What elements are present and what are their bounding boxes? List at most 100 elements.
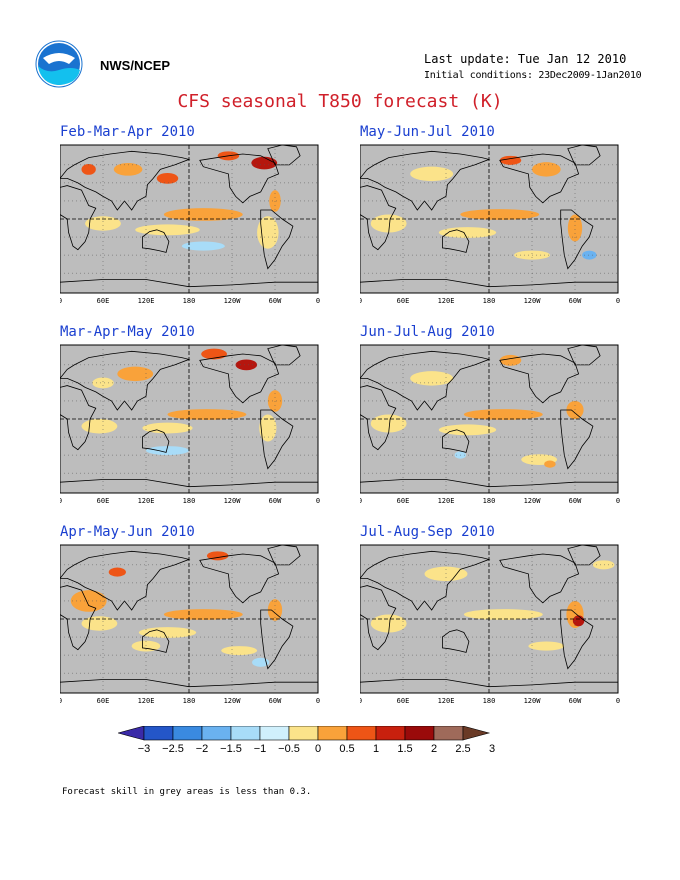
anomaly-map: 80N60N40N20NEQ20S40S60S80S060E120E180120… (360, 144, 620, 305)
lon-tick-label: 0 (616, 697, 620, 705)
lon-tick-label: 60W (569, 497, 582, 505)
anomaly-region (514, 250, 550, 260)
lon-tick-label: 120E (438, 497, 455, 505)
coastline (442, 229, 470, 253)
coastline (199, 353, 280, 404)
coastline (260, 409, 294, 470)
anomaly-region (85, 216, 121, 231)
legend-swatch (201, 725, 232, 741)
anomaly-region (259, 414, 277, 442)
lon-tick-label: 120W (524, 497, 542, 505)
last-update: Last update: Tue Jan 12 2010 (424, 52, 627, 66)
lon-tick-label: 0 (60, 497, 62, 505)
coastline (267, 344, 301, 366)
lon-tick-label: 60W (569, 697, 582, 705)
anomaly-region (81, 616, 118, 631)
lon-tick-label: 120E (438, 297, 455, 305)
legend-swatch (288, 725, 319, 741)
coastline (499, 553, 580, 604)
panel-title: May-Jun-Jul 2010 (360, 124, 495, 140)
legend-swatch (230, 725, 261, 741)
lon-tick-label: 60E (397, 697, 410, 705)
coastline (199, 553, 280, 604)
lon-tick-label: 180 (183, 497, 196, 505)
legend-label: 2 (431, 743, 437, 755)
lon-tick-label: 120W (224, 697, 242, 705)
legend-arrow-high (462, 725, 491, 741)
panel-title: Mar-Apr-May 2010 (60, 324, 195, 340)
lon-tick-label: 120E (138, 497, 155, 505)
coastline (142, 629, 170, 653)
panel-title: Jun-Jul-Aug 2010 (360, 324, 495, 340)
lon-tick-label: 0 (316, 297, 320, 305)
anomaly-region (108, 567, 126, 577)
coastline (360, 150, 491, 211)
coastline (442, 429, 470, 453)
coastline (260, 609, 294, 670)
coastline (499, 353, 580, 404)
lon-tick-label: 0 (616, 497, 620, 505)
lon-tick-label: 60W (269, 297, 282, 305)
lon-tick-label: 120E (138, 297, 155, 305)
anomaly-region (592, 560, 615, 570)
lon-tick-label: 60W (569, 297, 582, 305)
legend-swatch (433, 725, 464, 741)
anomaly-map: 80N60N40N20NEQ20S40S60S80S060E120E180120… (360, 344, 620, 505)
lon-tick-label: 0 (60, 297, 62, 305)
color-legend: −3 −2.5 −2 −1.5 −1 −0.5 0 0.5 1 1.5 2 2.5 3 (116, 725, 568, 764)
lon-tick-label: 120E (438, 697, 455, 705)
anomaly-region (156, 172, 179, 184)
anomaly-region (532, 162, 561, 177)
lon-tick-label: 180 (183, 697, 196, 705)
lon-tick-label: 0 (360, 697, 362, 705)
lon-tick-label: 0 (316, 497, 320, 505)
coastline (360, 385, 397, 451)
anomaly-region (460, 209, 540, 220)
legend-label: −1 (254, 743, 267, 755)
lon-tick-label: 0 (360, 297, 362, 305)
coastline (360, 585, 397, 651)
forecast-panel: Feb-Mar-Apr 201080N60N40N20NEQ20S40S60S8… (60, 124, 360, 314)
anomaly-region (269, 190, 281, 212)
legend-label: 1.5 (397, 743, 412, 755)
lon-tick-label: 120W (524, 297, 542, 305)
initial-conditions: Initial conditions: 23Dec2009-1Jan2010 (424, 70, 642, 81)
lon-tick-label: 60W (269, 497, 282, 505)
coastline (199, 153, 280, 204)
legend-arrow-low (116, 725, 145, 741)
legend-label: −2.5 (162, 743, 184, 755)
coastline (567, 144, 601, 166)
anomaly-region (267, 390, 283, 412)
anomaly-map: 80N60N40N20NEQ20S40S60S80S060E120E180120… (60, 344, 320, 505)
forecast-panel: Jun-Jul-Aug 2010 80N60N40N20NEQ20S40S60S8… (360, 324, 660, 514)
anomaly-region (167, 409, 247, 420)
lon-tick-label: 180 (183, 297, 196, 305)
anomaly-region (410, 371, 454, 386)
anomaly-region (438, 227, 497, 238)
coastline (560, 409, 594, 470)
footnote: Forecast skill in grey areas is less tha… (62, 787, 312, 797)
lon-tick-label: 0 (60, 697, 62, 705)
anomaly-map: 80N60N40N20NEQ20S40S60S80S060E120E180120… (60, 144, 320, 305)
anomaly-region (438, 424, 497, 436)
anomaly-region (181, 241, 225, 251)
coastline (142, 229, 170, 253)
coastline (260, 209, 294, 270)
anomaly-region (81, 419, 118, 434)
coastline (267, 544, 301, 566)
coastline (60, 385, 97, 451)
coastline (567, 344, 601, 366)
coastline (360, 185, 397, 251)
lon-tick-label: 180 (483, 297, 496, 305)
legend-label: −0.5 (278, 743, 300, 755)
anomaly-region (142, 422, 193, 434)
anomaly-region (463, 609, 543, 620)
page-title: CFS seasonal T850 forecast (K) (177, 91, 503, 112)
lon-tick-label: 180 (483, 697, 496, 705)
coastline (60, 185, 97, 251)
lon-tick-label: 0 (616, 297, 620, 305)
legend-label: 3 (489, 743, 495, 755)
anomaly-region (463, 409, 543, 420)
lon-tick-label: 120W (224, 497, 242, 505)
forecast-panel: Jul-Aug-Sep 201080N60N40N20NEQ20S40S60S8… (360, 524, 660, 714)
